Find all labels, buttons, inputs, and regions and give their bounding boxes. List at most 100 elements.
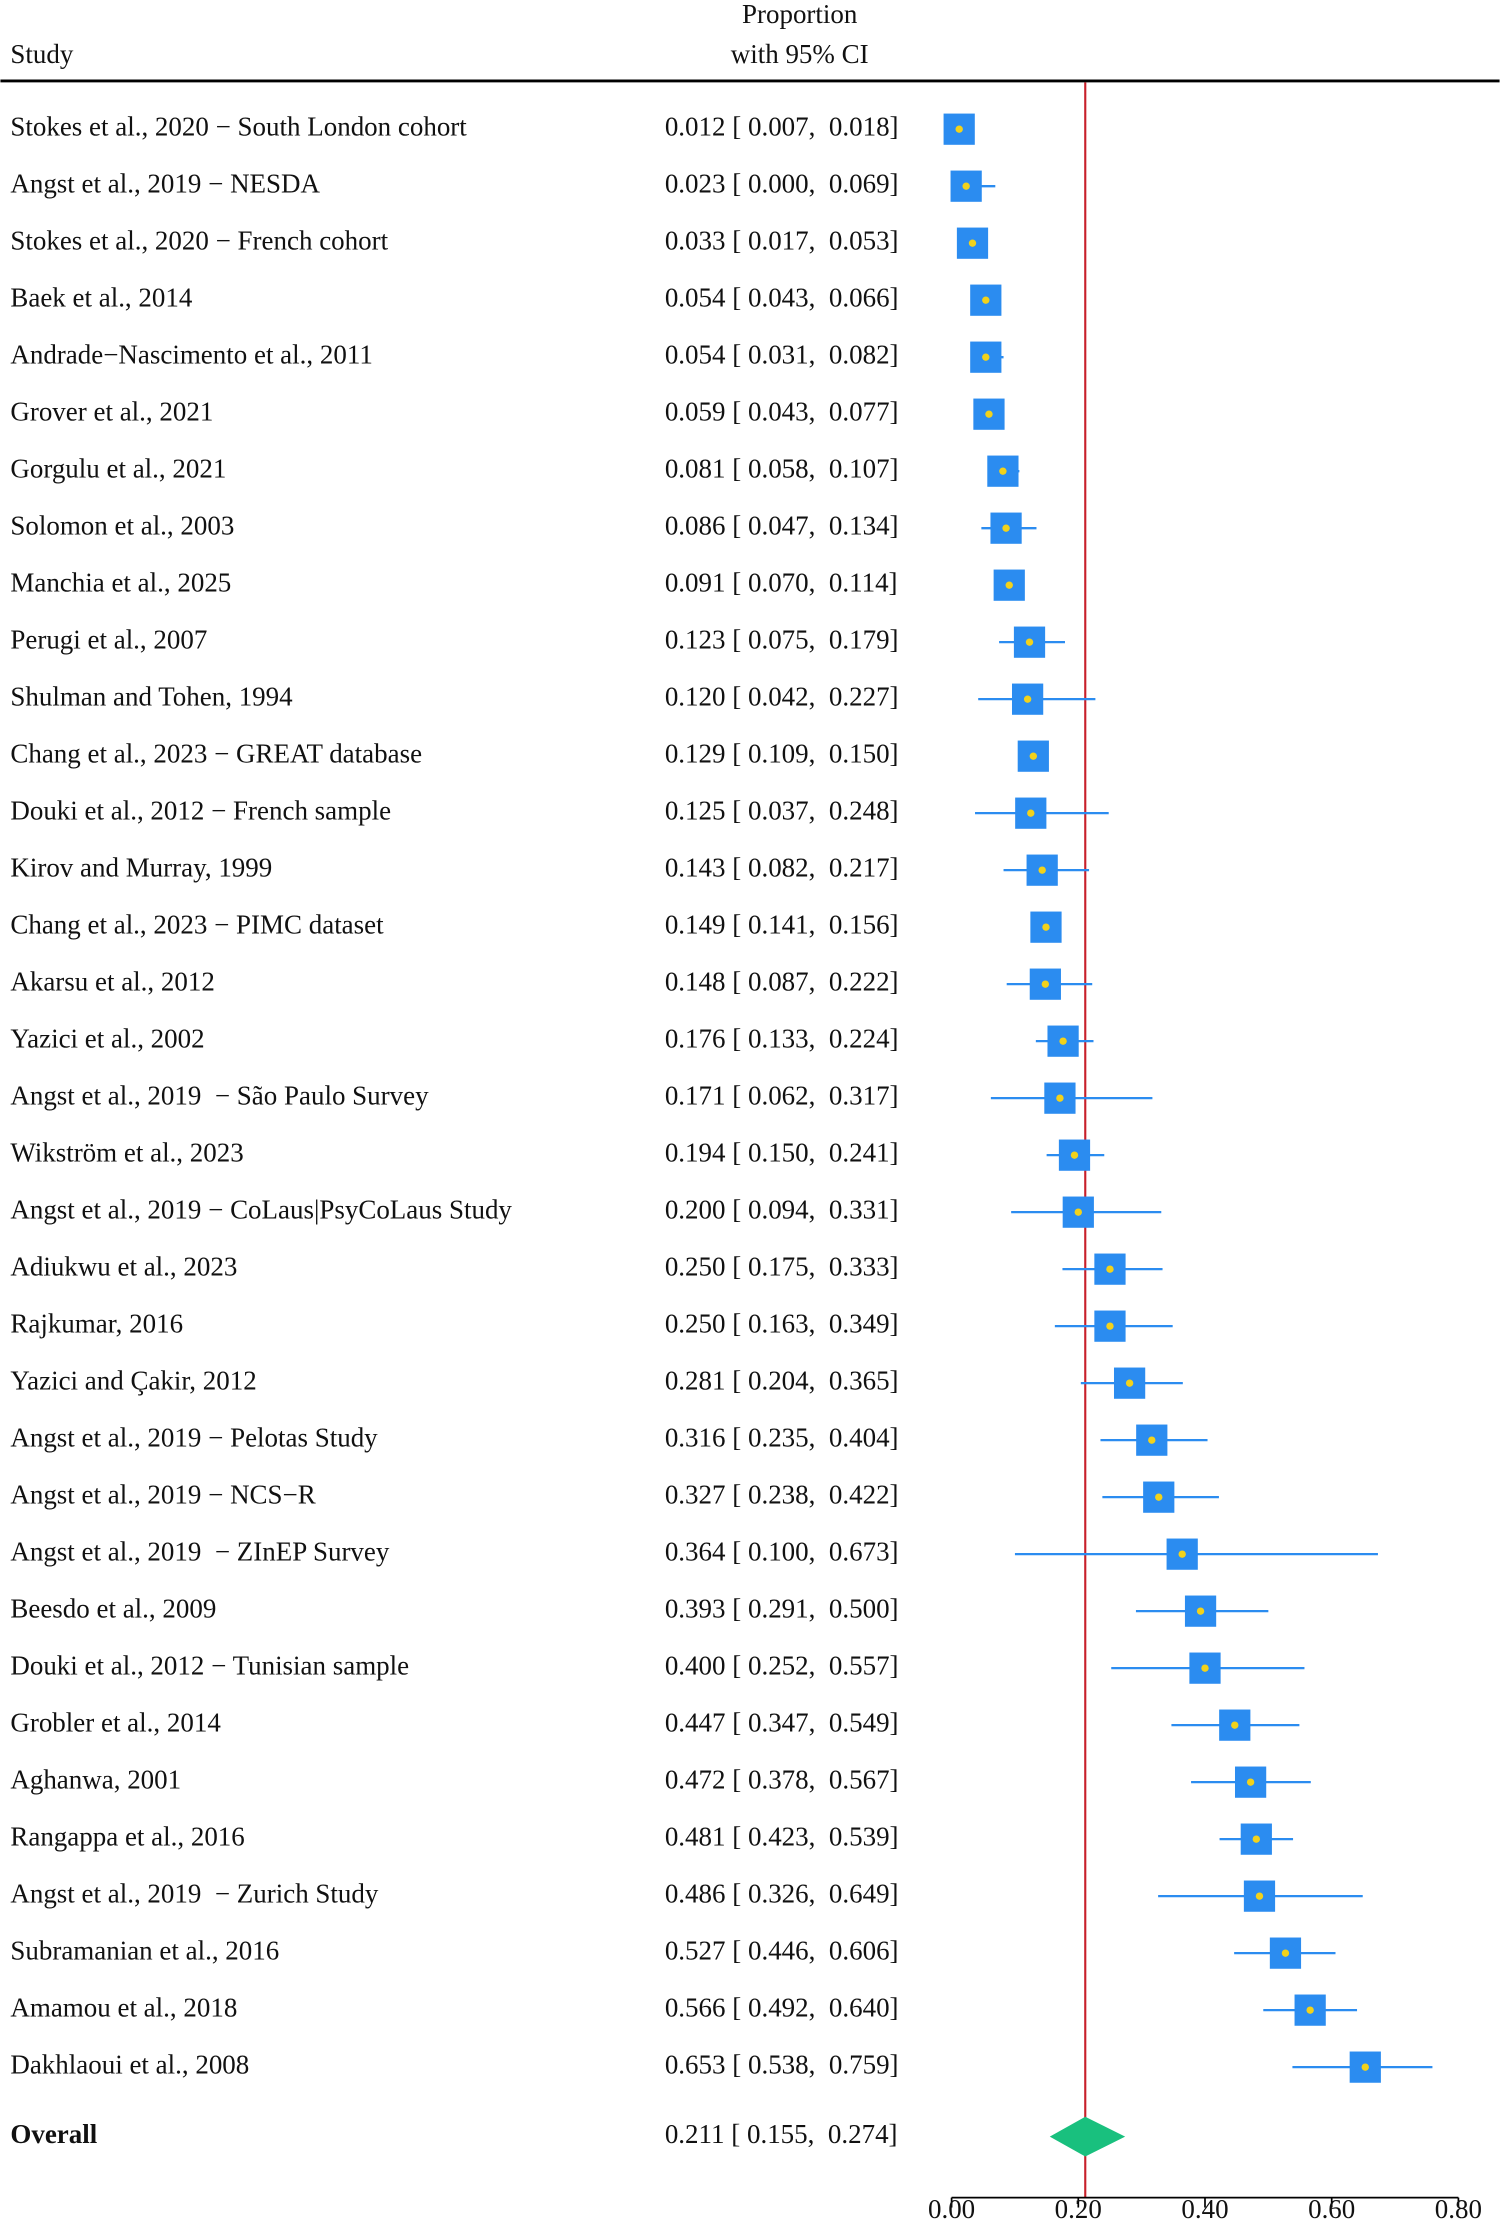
estimate-point <box>1252 1835 1261 1843</box>
estimate-point <box>968 239 977 247</box>
study-label: Adiukwu et al., 2023 <box>10 1251 237 1281</box>
study-label: Chang et al., 2023 − GREAT database <box>10 738 422 768</box>
ci-label: 0.054 [ 0.031, 0.082] <box>665 339 899 369</box>
study-label: Amamou et al., 2018 <box>10 1992 237 2022</box>
ci-label: 0.400 [ 0.252, 0.557] <box>665 1650 899 1680</box>
x-tick-label: 0.60 <box>1308 2194 1355 2224</box>
ci-label: 0.566 [ 0.492, 0.640] <box>665 1992 899 2022</box>
estimate-point <box>985 410 993 418</box>
ci-label: 0.447 [ 0.347, 0.549] <box>665 1707 899 1737</box>
study-label: Yazici et al., 2002 <box>10 1023 204 1053</box>
study-label: Solomon et al., 2003 <box>10 510 234 540</box>
study-label: Akarsu et al., 2012 <box>10 966 214 996</box>
estimate-point <box>982 353 990 361</box>
ci-label: 0.059 [ 0.043, 0.077] <box>665 396 899 426</box>
ci-label: 0.281 [ 0.204, 0.365] <box>665 1365 899 1395</box>
study-label: Subramanian et al., 2016 <box>10 1935 279 1965</box>
ci-label: 0.033 [ 0.017, 0.053] <box>665 225 899 255</box>
ci-label: 0.143 [ 0.082, 0.217] <box>665 852 899 882</box>
estimate-point <box>1025 638 1034 646</box>
study-label: Angst et al., 2019 − NCS−R <box>10 1479 315 1509</box>
ci-label: 0.091 [ 0.070, 0.114] <box>665 567 898 597</box>
study-label: Aghanwa, 2001 <box>10 1764 181 1794</box>
ci-label: 0.250 [ 0.163, 0.349] <box>665 1308 899 1338</box>
ci-label: 0.393 [ 0.291, 0.500] <box>665 1593 899 1623</box>
ci-label: 0.486 [ 0.326, 0.649] <box>665 1878 899 1908</box>
x-tick-label: 0.20 <box>1055 2194 1102 2224</box>
estimate-point <box>1027 809 1035 817</box>
estimate-point <box>1231 1721 1239 1729</box>
ci-label: 0.364 [ 0.100, 0.673] <box>665 1536 899 1566</box>
ci-label: 0.472 [ 0.378, 0.567] <box>665 1764 899 1794</box>
study-label: Chang et al., 2023 − PIMC dataset <box>10 909 384 939</box>
study-label: Perugi et al., 2007 <box>10 624 207 654</box>
study-header: Study <box>10 39 73 69</box>
ci-label: 0.653 [ 0.538, 0.759] <box>665 2049 899 2079</box>
study-label: Douki et al., 2012 − Tunisian sample <box>10 1650 409 1680</box>
study-label: Angst et al., 2019 − NESDA <box>10 168 320 198</box>
estimate-point <box>1041 980 1050 988</box>
study-label: Dakhlaoui et al., 2008 <box>10 2049 249 2079</box>
study-label: Angst et al., 2019 − Zurich Study <box>10 1878 379 1908</box>
estimate-point <box>1029 752 1038 760</box>
estimate-point <box>955 125 963 133</box>
ci-label: 0.125 [ 0.037, 0.248] <box>665 795 899 825</box>
estimate-point <box>1042 923 1050 931</box>
estimate-point <box>1125 1379 1134 1387</box>
estimate-header: with 95% CI <box>731 39 869 69</box>
ci-label: 0.054 [ 0.043, 0.066] <box>665 282 899 312</box>
estimate-point <box>1023 695 1032 703</box>
study-label: Douki et al., 2012 − French sample <box>10 795 391 825</box>
study-label: Angst et al., 2019 − São Paulo Survey <box>10 1080 429 1110</box>
x-tick-label: 0.40 <box>1181 2194 1228 2224</box>
estimate-point <box>1196 1607 1205 1615</box>
x-tick-label: 0.00 <box>928 2194 975 2224</box>
estimate-point <box>1056 1094 1064 1102</box>
study-label: Rangappa et al., 2016 <box>10 1821 244 1851</box>
study-label: Gorgulu et al., 2021 <box>10 453 226 483</box>
overall-label: Overall <box>10 2119 97 2149</box>
ci-label: 0.012 [ 0.007, 0.018] <box>665 111 899 141</box>
estimate-point <box>1070 1151 1079 1159</box>
study-label: Beesdo et al., 2009 <box>10 1593 216 1623</box>
study-label: Andrade−Nascimento et al., 2011 <box>10 339 372 369</box>
ci-label: 0.527 [ 0.446, 0.606] <box>665 1935 899 1965</box>
ci-label: 0.194 [ 0.150, 0.241] <box>665 1137 899 1167</box>
study-label: Yazici and Çakir, 2012 <box>10 1365 256 1395</box>
estimate-point <box>999 467 1007 475</box>
ci-label: 0.148 [ 0.087, 0.222] <box>665 966 899 996</box>
estimate-point <box>1005 581 1013 589</box>
study-label: Wikström et al., 2023 <box>10 1137 243 1167</box>
ci-label: 0.123 [ 0.075, 0.179] <box>665 624 899 654</box>
study-label: Grover et al., 2021 <box>10 396 213 426</box>
estimate-point <box>1281 1949 1290 1957</box>
estimate-point <box>1148 1436 1156 1444</box>
ci-label: 0.481 [ 0.423, 0.539] <box>665 1821 899 1851</box>
estimate-header: Proportion <box>742 0 858 29</box>
estimate-point <box>1059 1037 1067 1045</box>
ci-label: 0.250 [ 0.175, 0.333] <box>665 1251 899 1281</box>
estimate-point <box>1361 2063 1369 2071</box>
overall-diamond <box>1049 2116 1126 2157</box>
estimate-point <box>1306 2006 1314 2014</box>
ci-label: 0.023 [ 0.000, 0.069] <box>665 168 899 198</box>
estimate-point <box>1106 1322 1114 1330</box>
ci-label: 0.120 [ 0.042, 0.227] <box>665 681 899 711</box>
estimate-point <box>1246 1778 1255 1786</box>
estimate-point <box>1074 1208 1082 1216</box>
x-tick-label: 0.80 <box>1435 2194 1482 2224</box>
study-label: Angst et al., 2019 − CoLaus|PsyCoLaus St… <box>10 1194 512 1224</box>
ci-label: 0.171 [ 0.062, 0.317] <box>665 1080 899 1110</box>
estimate-point <box>1201 1664 1209 1672</box>
ci-label: 0.086 [ 0.047, 0.134] <box>665 510 899 540</box>
estimate-point <box>1106 1265 1114 1273</box>
study-label: Stokes et al., 2020 − South London cohor… <box>10 111 467 141</box>
estimate-point <box>982 296 990 304</box>
estimate-point <box>1002 524 1010 532</box>
estimate-point <box>1255 1892 1264 1900</box>
ci-label: 0.176 [ 0.133, 0.224] <box>665 1023 899 1053</box>
study-label: Angst et al., 2019 − ZInEP Survey <box>10 1536 390 1566</box>
ci-label: 0.316 [ 0.235, 0.404] <box>665 1422 899 1452</box>
ci-label: 0.200 [ 0.094, 0.331] <box>665 1194 899 1224</box>
